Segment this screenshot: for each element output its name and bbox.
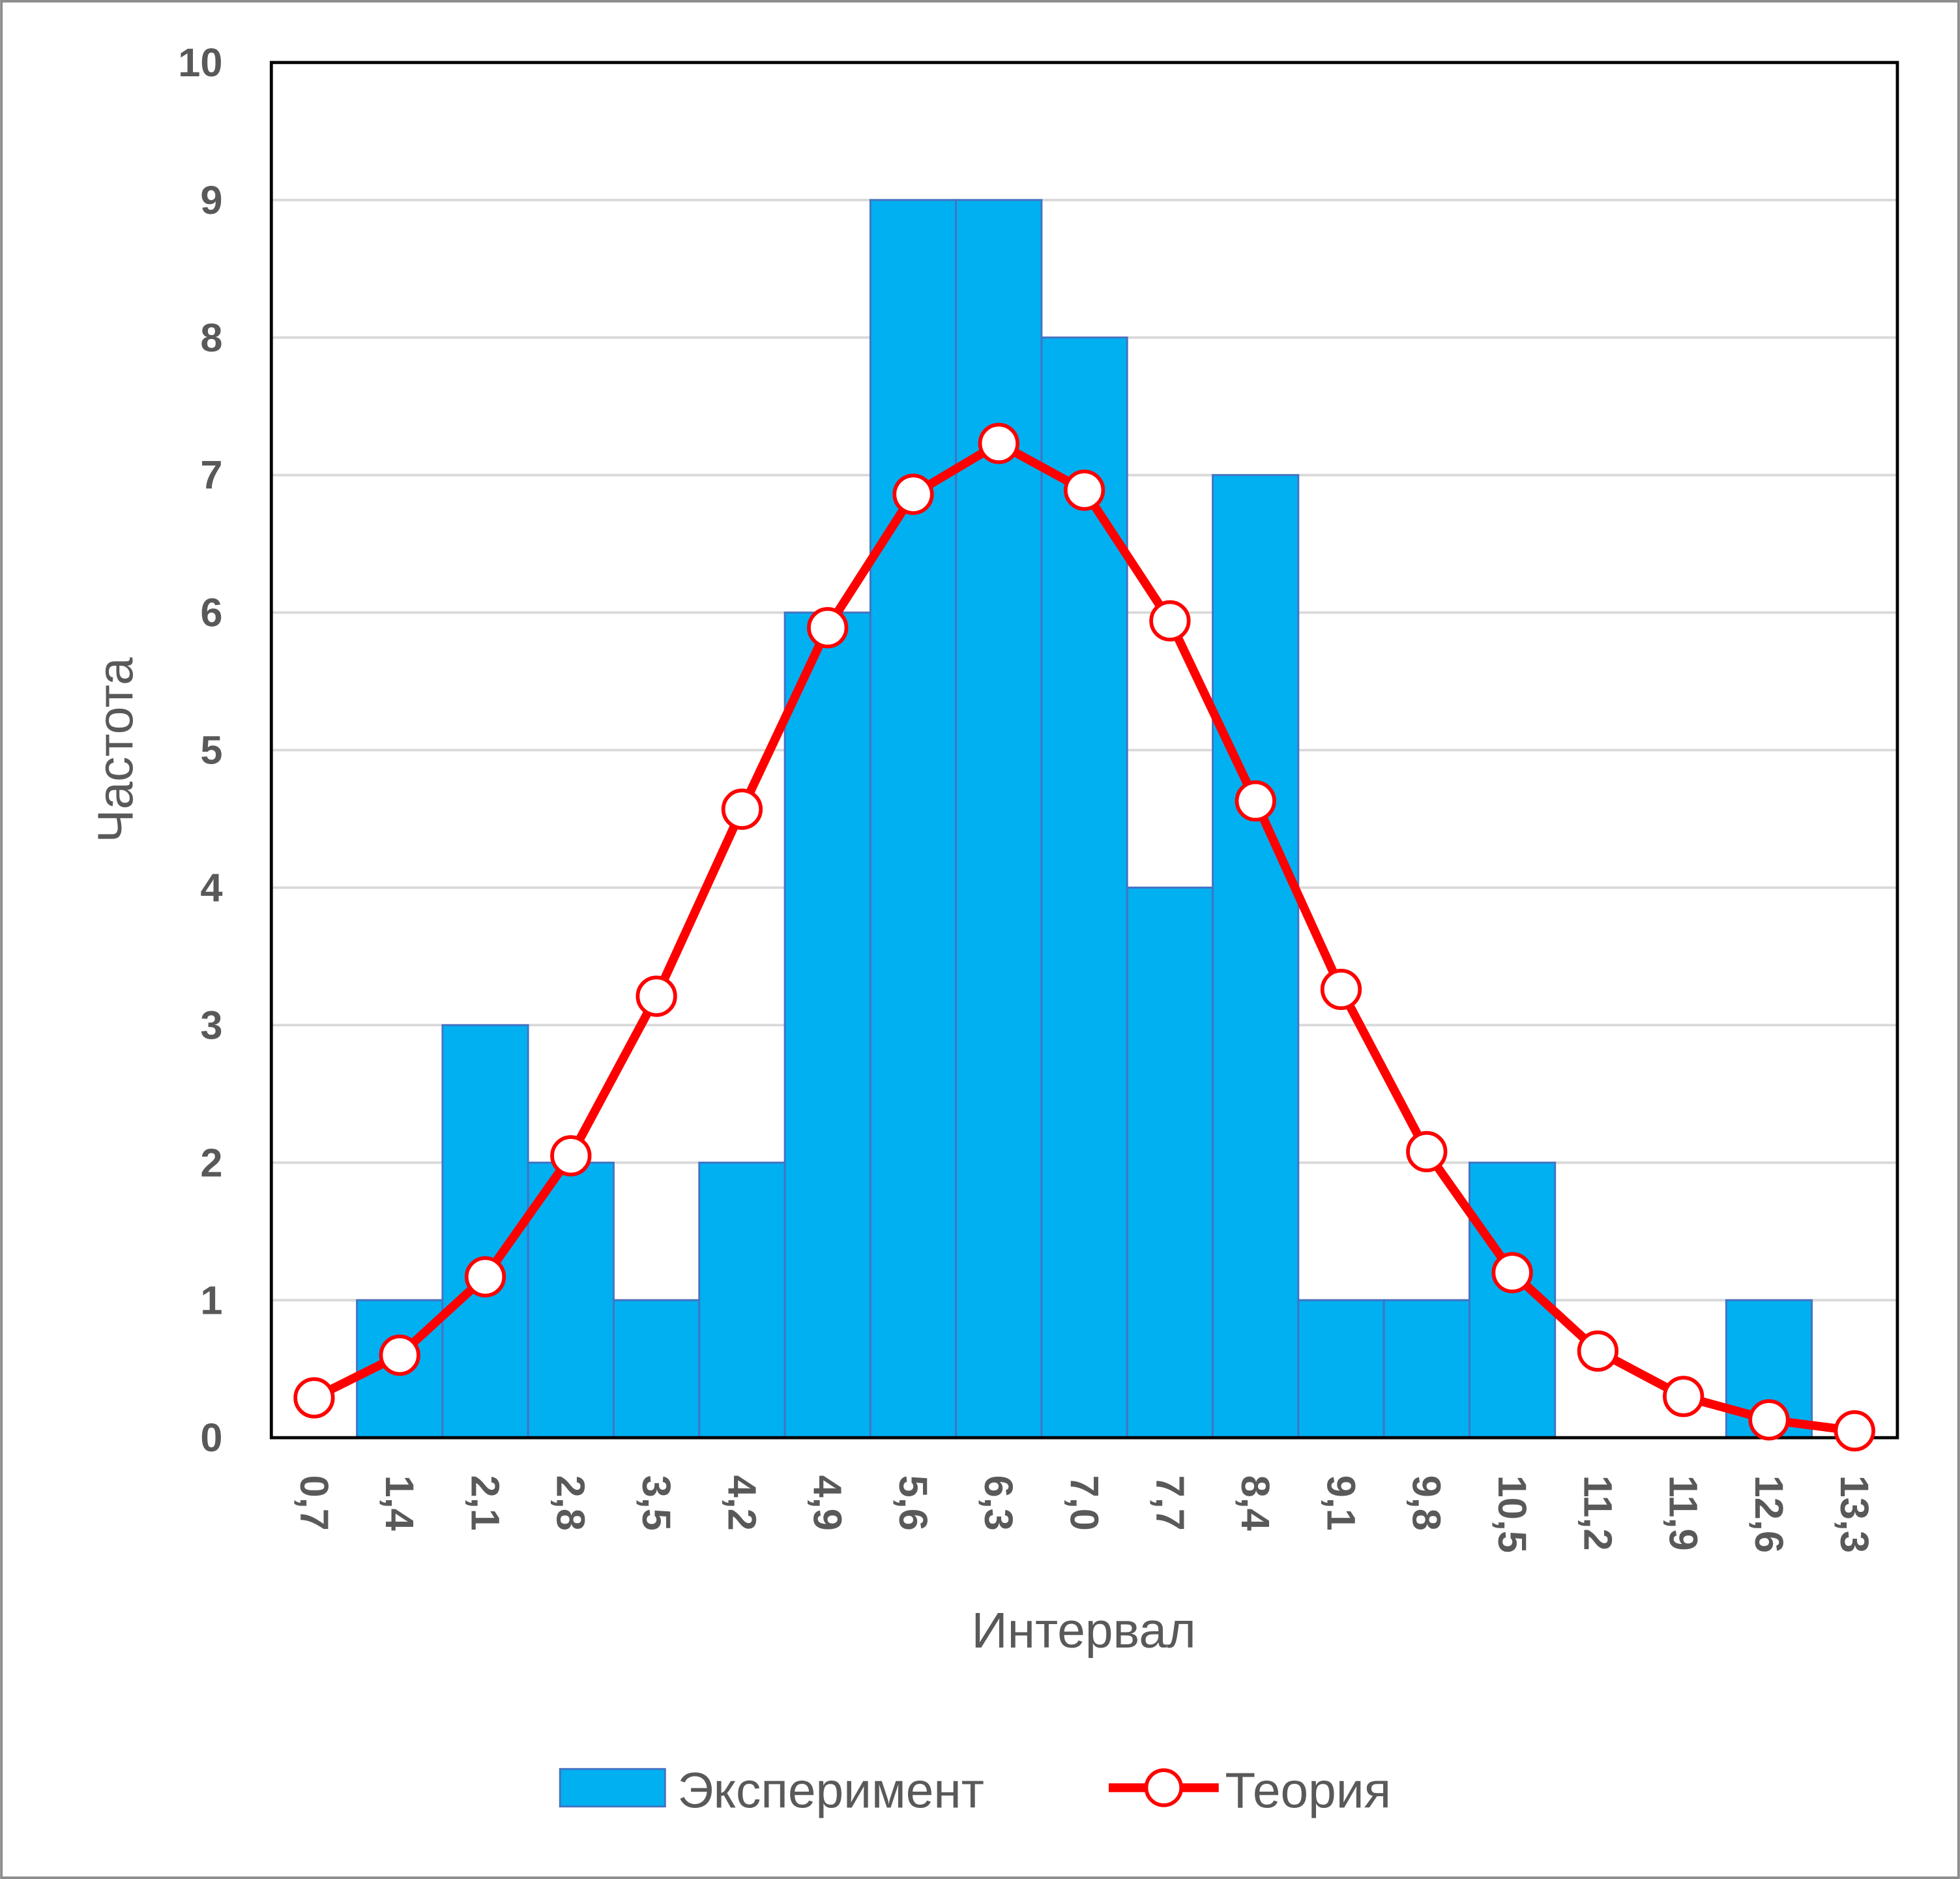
x-tick-label: 7,7 [1147,1475,1192,1531]
bar-experiment [869,199,958,1439]
x-tick-label: 11,2 [1575,1475,1620,1551]
legend-label-theory: Теория [1225,1764,1391,1819]
x-tick-label: 12,6 [1746,1475,1791,1553]
theory-point [1834,1410,1875,1452]
theory-point [1149,600,1191,642]
theory-point [1491,1252,1533,1294]
x-tick-label: 9,1 [1318,1475,1363,1531]
theory-point [1663,1376,1704,1417]
plot-area-border [269,61,1899,1440]
bar-experiment [783,612,871,1439]
x-tick-label: 0,7 [291,1475,336,1531]
bar-experiment [1212,474,1300,1439]
x-tick-label: 10,5 [1489,1475,1534,1553]
bar-experiment [955,199,1043,1439]
theory-point [379,1334,420,1376]
theory-point [978,422,1019,464]
x-tick-label: 3,5 [634,1475,679,1531]
y-tick-label: 9 [200,178,222,223]
y-tick-label: 1 [200,1278,222,1323]
theory-point [1748,1399,1790,1441]
theory-point [464,1256,506,1297]
y-tick-label: 4 [200,866,222,911]
x-tick-label: 6,3 [976,1475,1021,1531]
theory-point [636,975,677,1017]
y-tick-label: 5 [200,728,222,773]
bar-experiment [1126,886,1214,1439]
theory-point [721,788,763,830]
y-axis-title: Частота [88,657,143,843]
theory-point [293,1377,335,1419]
x-tick-label: 1,4 [377,1475,422,1531]
bar-experiment [613,1299,701,1439]
x-tick-label: 9,8 [1404,1475,1449,1531]
theory-point [1406,1131,1448,1173]
y-tick-label: 3 [200,1003,222,1048]
x-tick-label: 4,9 [805,1475,850,1531]
theory-point [1235,780,1276,822]
x-tick-label: 8,4 [1233,1475,1278,1531]
y-tick-label: 2 [200,1140,222,1185]
x-tick-label: 11,9 [1661,1475,1706,1551]
y-tick-label: 6 [200,591,222,636]
legend-swatch-experiment [559,1768,666,1808]
x-tick-label: 2,8 [548,1475,593,1531]
y-tick-label: 10 [178,40,222,85]
bar-experiment [1297,1299,1385,1439]
x-tick-label: 7,0 [1062,1475,1107,1531]
x-axis-title: Интервал [971,1603,1195,1659]
theory-point [892,473,934,515]
x-tick-label: 5,6 [890,1475,935,1531]
legend: Эксперимент Теория [559,1764,1391,1819]
theory-point [1320,968,1362,1011]
theory-point [807,607,849,649]
legend-label-experiment: Эксперимент [677,1764,984,1819]
y-tick-label: 7 [200,453,222,498]
theory-point [550,1135,592,1177]
theory-point [1063,469,1105,511]
y-tick-label: 0 [200,1415,222,1460]
x-tick-label: 13,3 [1832,1475,1877,1553]
bar-experiment [698,1161,786,1439]
legend-marker-theory [1144,1768,1184,1807]
y-tick-label: 8 [200,316,222,361]
theory-point [1577,1330,1619,1372]
x-tick-label: 2,1 [462,1475,507,1531]
x-tick-label: 4,2 [719,1475,764,1531]
bar-experiment [1382,1299,1470,1439]
